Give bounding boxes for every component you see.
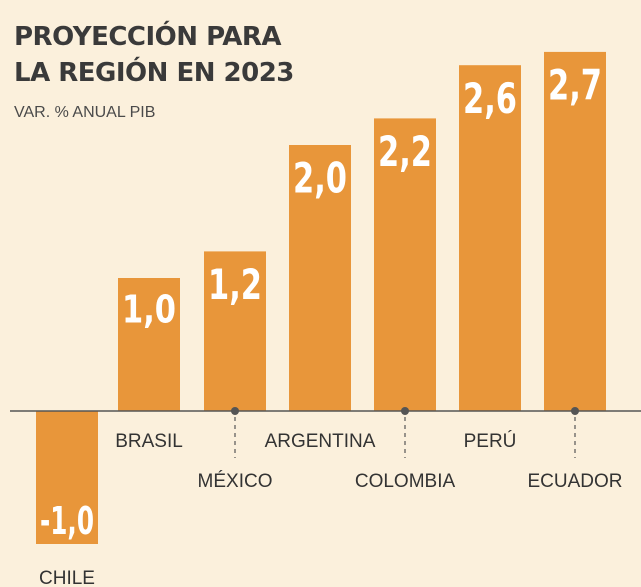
data-label-colombia: 2,2 bbox=[378, 127, 432, 176]
chart-title-line-2: LA REGIÓN EN 2023 bbox=[14, 58, 294, 88]
data-label-mexico: 1,2 bbox=[208, 260, 262, 309]
bar-chile bbox=[36, 411, 98, 544]
category-label-ecuador: ECUADOR bbox=[527, 471, 622, 492]
category-label-chile: CHILE bbox=[39, 568, 95, 587]
bars bbox=[36, 51, 606, 544]
data-label-ecuador: 2,7 bbox=[548, 61, 602, 110]
data-label-chile: -1,0 bbox=[40, 499, 94, 543]
tick-dot-ecuador bbox=[571, 407, 579, 415]
tick-dot-colombia bbox=[401, 407, 409, 415]
category-label-argentina: ARGENTINA bbox=[265, 431, 376, 452]
category-label-peru: PERÚ bbox=[464, 430, 517, 452]
chart-subtitle: VAR. % ANUAL PIB bbox=[14, 104, 156, 121]
bar-brasil bbox=[118, 278, 180, 411]
category-label-mexico: MÉXICO bbox=[198, 471, 273, 492]
category-label-colombia: COLOMBIA bbox=[355, 471, 456, 492]
data-labels: -1,0 1,0 1,2 2,0 2,2 2,6 2,7 bbox=[40, 61, 602, 544]
tick-dot-mexico bbox=[231, 407, 239, 415]
bar-ecuador bbox=[544, 51, 606, 412]
bar-colombia bbox=[374, 118, 436, 412]
tick-markers bbox=[231, 407, 579, 458]
data-label-peru: 2,6 bbox=[463, 74, 517, 123]
data-label-argentina: 2,0 bbox=[293, 154, 347, 203]
bar-peru bbox=[459, 65, 521, 411]
data-label-brasil: 1,0 bbox=[122, 287, 176, 331]
bar-mexico bbox=[204, 251, 266, 411]
chart-title-line-1: PROYECCIÓN PARA bbox=[14, 22, 282, 52]
bar-argentina bbox=[289, 145, 351, 411]
category-labels: CHILE BRASIL MÉXICO ARGENTINA COLOMBIA PERÚ EC… bbox=[39, 430, 622, 587]
category-label-brasil: BRASIL bbox=[115, 431, 183, 452]
